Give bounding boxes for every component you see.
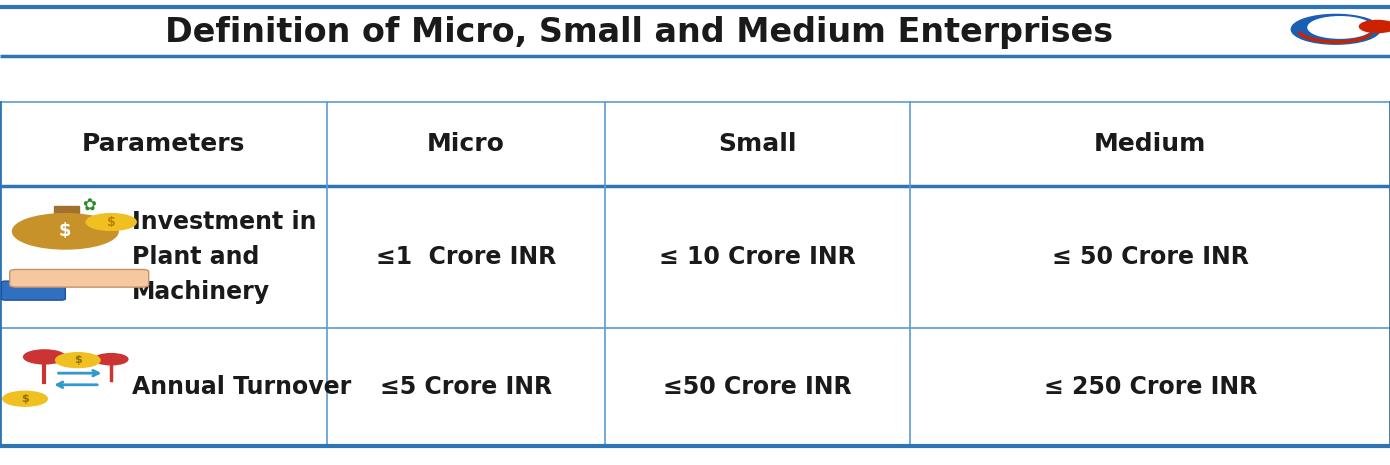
Text: Parameters: Parameters bbox=[82, 132, 245, 156]
Circle shape bbox=[56, 352, 100, 367]
Circle shape bbox=[95, 354, 128, 365]
Text: Micro: Micro bbox=[427, 132, 505, 156]
Text: ≤ 50 Crore INR: ≤ 50 Crore INR bbox=[1052, 245, 1248, 269]
Circle shape bbox=[1359, 20, 1390, 33]
Circle shape bbox=[13, 214, 118, 249]
Text: ≤5 Crore INR: ≤5 Crore INR bbox=[379, 375, 552, 399]
Text: Medium: Medium bbox=[1094, 132, 1207, 156]
Text: ≤ 10 Crore INR: ≤ 10 Crore INR bbox=[659, 245, 856, 269]
Text: ≤1  Crore INR: ≤1 Crore INR bbox=[375, 245, 556, 269]
FancyBboxPatch shape bbox=[1, 281, 65, 300]
Text: Investment in
Plant and
Machinery: Investment in Plant and Machinery bbox=[132, 210, 317, 304]
FancyBboxPatch shape bbox=[10, 270, 149, 287]
Bar bbox=[54, 206, 79, 216]
Text: $: $ bbox=[60, 222, 71, 240]
Circle shape bbox=[3, 392, 47, 406]
Text: $: $ bbox=[107, 216, 115, 228]
Circle shape bbox=[24, 350, 65, 364]
Text: $: $ bbox=[21, 394, 29, 404]
Text: $: $ bbox=[74, 355, 82, 365]
Text: Annual Turnover: Annual Turnover bbox=[132, 375, 352, 399]
Text: Definition of Micro, Small and Medium Enterprises: Definition of Micro, Small and Medium En… bbox=[165, 16, 1113, 49]
Text: ≤50 Crore INR: ≤50 Crore INR bbox=[663, 375, 852, 399]
Text: ≤ 250 Crore INR: ≤ 250 Crore INR bbox=[1044, 375, 1257, 399]
Circle shape bbox=[86, 214, 136, 231]
Circle shape bbox=[1308, 17, 1372, 38]
Circle shape bbox=[1291, 14, 1380, 44]
Text: Small: Small bbox=[719, 132, 796, 156]
Text: ✿: ✿ bbox=[82, 197, 96, 215]
